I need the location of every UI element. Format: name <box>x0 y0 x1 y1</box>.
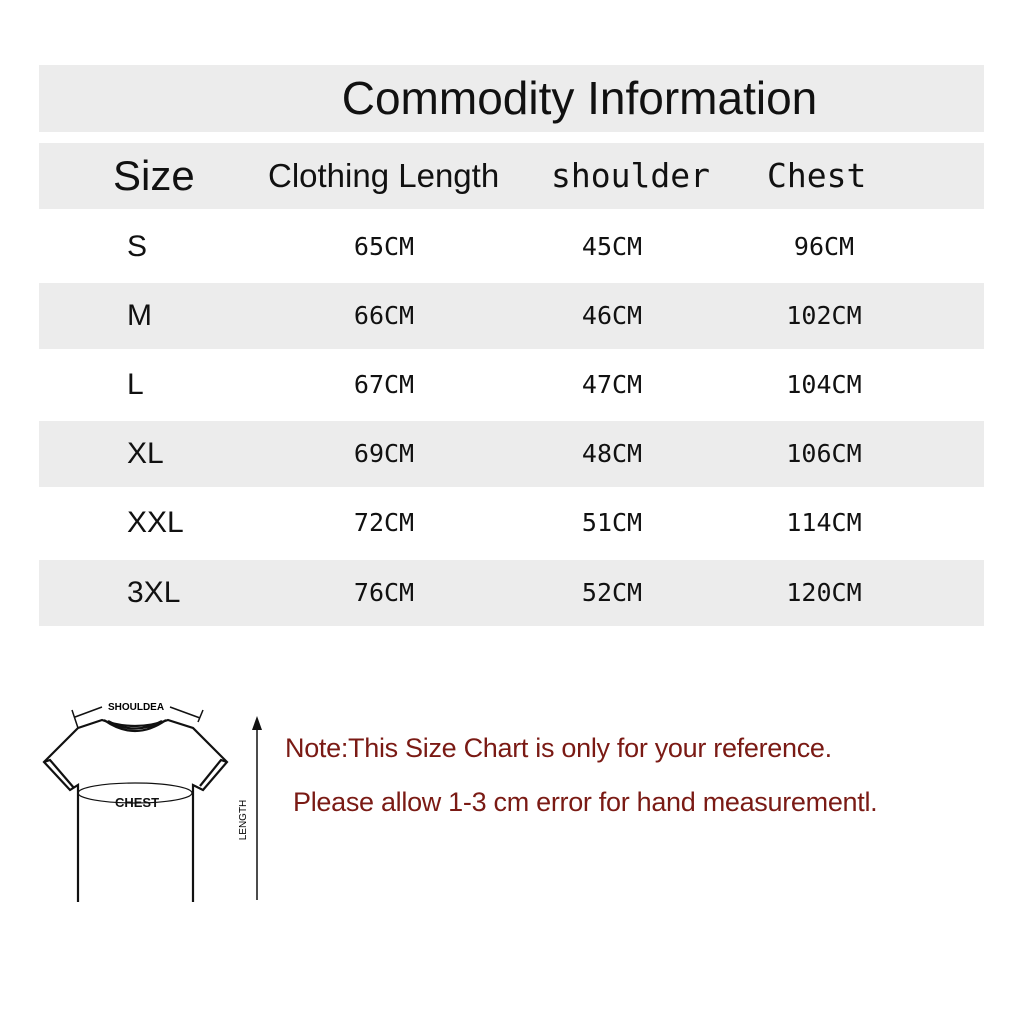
table-row: XL 69CM 48CM 106CM <box>39 421 984 487</box>
clothing-length-cell: 65CM <box>353 232 415 261</box>
shoulder-cell: 52CM <box>581 578 643 607</box>
table-row: L 67CM 47CM 104CM <box>39 352 984 418</box>
clothing-length-cell: 67CM <box>353 370 415 399</box>
table-row: M 66CM 46CM 102CM <box>39 283 984 349</box>
header-clothing-length: Clothing Length <box>268 157 500 194</box>
chest-cell: 104CM <box>786 370 862 399</box>
table-row: XXL 72CM 51CM 114CM <box>39 490 984 556</box>
sleeve-cuff <box>43 758 228 789</box>
shoulder-cell: 46CM <box>581 301 643 330</box>
chest-cell: 120CM <box>786 578 862 607</box>
table-header: Size Clothing Length shoulder Chest <box>39 143 984 209</box>
size-cell: M <box>127 299 152 332</box>
table-row: S 65CM 45CM 96CM <box>39 214 984 280</box>
page-title: Commodity Information <box>39 65 984 132</box>
tshirt-measurement-diagram: SHOULDEA CHEST LENGTH <box>42 702 262 902</box>
clothing-length-cell: 76CM <box>353 578 415 607</box>
chest-label: CHEST <box>115 795 159 810</box>
size-cell: XXL <box>127 506 184 539</box>
clothing-length-cell: 69CM <box>353 439 415 468</box>
size-cell: XL <box>127 437 164 470</box>
length-label: LENGTH <box>238 800 249 841</box>
shoulder-cell: 47CM <box>581 370 643 399</box>
arrow-up-icon <box>252 716 262 730</box>
shoulder-cell: 48CM <box>581 439 643 468</box>
shoulder-line <box>71 706 204 729</box>
chest-line <box>77 782 193 804</box>
tshirt-outline <box>42 718 229 902</box>
collar <box>103 719 167 732</box>
chest-cell: 96CM <box>793 232 855 261</box>
header-size: Size <box>113 152 195 199</box>
table-row: 3XL 76CM 52CM 120CM <box>39 560 984 626</box>
clothing-length-cell: 66CM <box>353 301 415 330</box>
chest-cell: 102CM <box>786 301 862 330</box>
shoulder-cell: 51CM <box>581 508 643 537</box>
chest-cell: 106CM <box>786 439 862 468</box>
note-measurement-error: Please allow 1-3 cm error for hand measu… <box>293 787 878 817</box>
shoulder-cell: 45CM <box>581 232 643 261</box>
shoulder-label: SHOULDEA <box>108 702 164 713</box>
note-reference: Note:This Size Chart is only for your re… <box>285 733 832 763</box>
header-shoulder: shoulder <box>551 156 710 195</box>
size-cell: 3XL <box>127 576 181 609</box>
chest-cell: 114CM <box>786 508 862 537</box>
clothing-length-cell: 72CM <box>353 508 415 537</box>
size-cell: L <box>127 368 144 401</box>
size-cell: S <box>127 230 148 263</box>
header-chest: Chest <box>767 156 867 195</box>
